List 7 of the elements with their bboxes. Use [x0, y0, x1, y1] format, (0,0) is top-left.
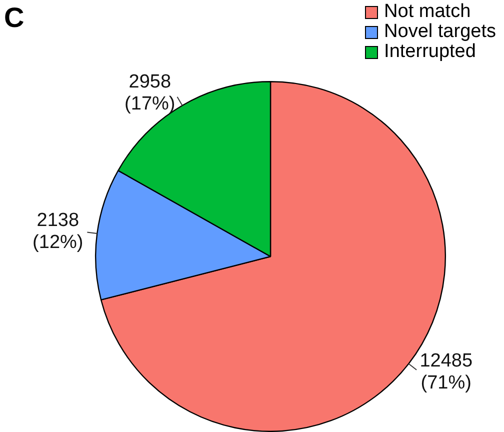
data-label: 12485 (71%): [420, 350, 473, 394]
data-label: 2958 (17%): [124, 72, 176, 115]
text: C: [4, 2, 24, 34]
legend-label: Interrupted: [384, 41, 476, 62]
data-label: 2138 (12%): [32, 210, 84, 253]
legend-label: Not match: [384, 1, 471, 22]
legend-label: Novel targets: [384, 21, 496, 42]
